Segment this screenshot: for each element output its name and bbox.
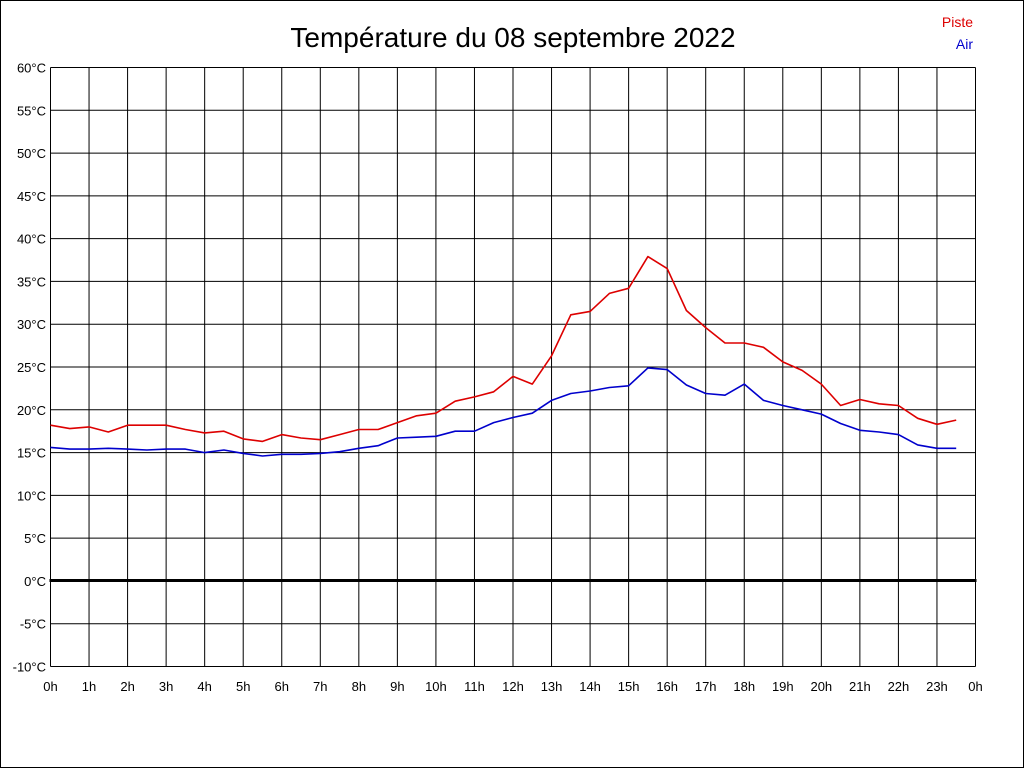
y-tick-label: 60°C xyxy=(17,61,46,76)
x-tick-label: 4h xyxy=(197,679,211,694)
x-tick-label: 5h xyxy=(236,679,250,694)
x-tick-label: 11h xyxy=(464,679,485,694)
x-tick-label: 1h xyxy=(82,679,96,694)
x-tick-label: 23h xyxy=(926,679,948,694)
y-tick-label: 45°C xyxy=(17,189,46,204)
x-tick-label: 22h xyxy=(888,679,910,694)
series-line-air xyxy=(50,367,957,457)
y-tick-label: 15°C xyxy=(17,446,46,461)
series-line-piste xyxy=(50,255,957,443)
x-tick-label: 19h xyxy=(772,679,794,694)
x-tick-label: 13h xyxy=(541,679,563,694)
x-tick-label: 14h xyxy=(579,679,601,694)
x-tick-label: 21h xyxy=(849,679,871,694)
chart-title: Température du 08 septembre 2022 xyxy=(290,22,735,53)
legend-item-air: Air xyxy=(956,36,973,52)
x-tick-label: 20h xyxy=(810,679,832,694)
y-tick-label: 0°C xyxy=(24,574,46,589)
x-axis-ticks: 0h 1h 2h 3h 4h 5h 6h 7h 8h 9h 10h 11h 12h 13h 14h 15h 16… xyxy=(43,679,982,694)
y-tick-label: -10°C xyxy=(13,660,46,675)
x-tick-label: 0h xyxy=(968,679,982,694)
x-tick-label: 17h xyxy=(695,679,717,694)
x-tick-label: 6h xyxy=(275,679,289,694)
y-tick-label: 25°C xyxy=(17,360,46,375)
x-tick-label: 0h xyxy=(43,679,57,694)
y-tick-label: 40°C xyxy=(17,232,46,247)
series-lines xyxy=(50,255,957,457)
x-tick-label: 12h xyxy=(502,679,524,694)
x-tick-label: 15h xyxy=(618,679,640,694)
x-tick-label: 8h xyxy=(352,679,366,694)
x-tick-label: 9h xyxy=(390,679,404,694)
x-tick-label: 2h xyxy=(120,679,134,694)
legend-item-piste: Piste xyxy=(942,14,973,30)
y-tick-label: -5°C xyxy=(20,617,46,632)
y-tick-label: 35°C xyxy=(17,274,46,289)
y-tick-label: 50°C xyxy=(17,146,46,161)
y-tick-label: 10°C xyxy=(17,488,46,503)
grid xyxy=(50,67,976,667)
x-tick-label: 16h xyxy=(656,679,678,694)
x-tick-label: 7h xyxy=(313,679,327,694)
y-tick-label: 5°C xyxy=(24,531,46,546)
y-tick-label: 55°C xyxy=(17,103,46,118)
x-tick-label: 18h xyxy=(733,679,755,694)
x-tick-label: 10h xyxy=(425,679,447,694)
legend: Piste Air xyxy=(942,14,973,52)
x-tick-label: 3h xyxy=(159,679,173,694)
y-axis-ticks: -10°C -5°C 0°C 5°C 10°C 15°C 20°C 25°C 30°C 35°C 4… xyxy=(13,61,46,675)
y-tick-label: 20°C xyxy=(17,403,46,418)
y-tick-label: 30°C xyxy=(17,317,46,332)
